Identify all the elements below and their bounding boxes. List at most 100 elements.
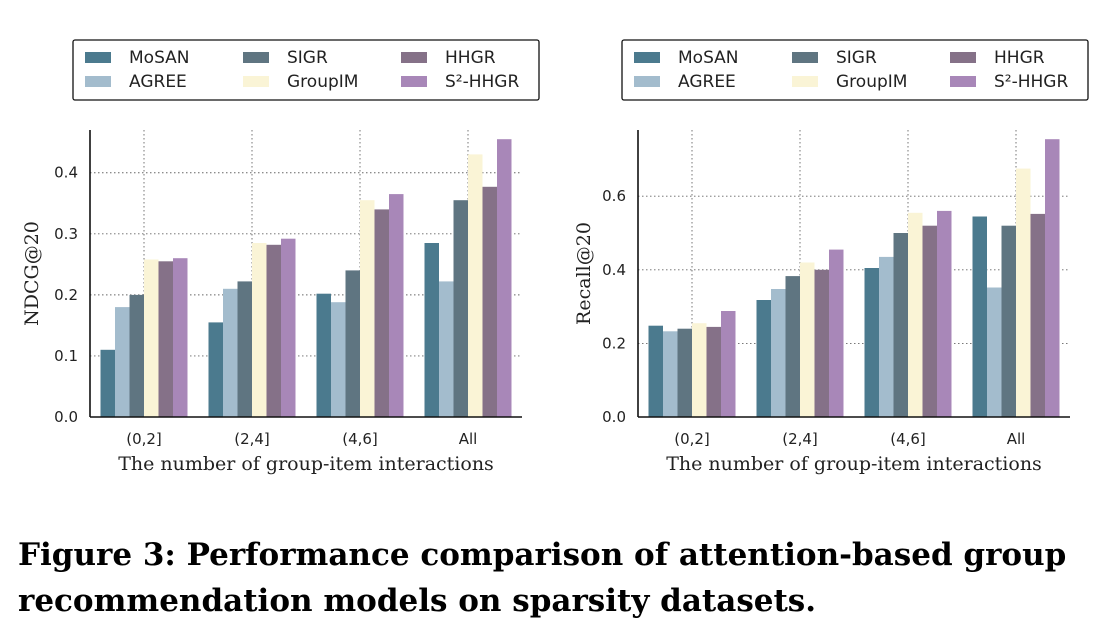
bar-agree-3 <box>439 281 454 417</box>
bar-sigr-3 <box>1001 225 1016 417</box>
bar-mosan-2 <box>864 268 879 417</box>
legend-swatch <box>792 76 818 87</box>
bar-agree-0 <box>663 331 678 417</box>
legend-label: AGREE <box>129 72 187 92</box>
legend-swatch <box>243 76 269 87</box>
legend-swatch <box>792 52 818 63</box>
bar-groupim-3 <box>468 154 483 417</box>
bar-groupim-3 <box>1016 168 1031 417</box>
y-tick-label: 0.0 <box>602 408 626 426</box>
bar-mosan-3 <box>972 216 987 417</box>
bar-mosan-0 <box>648 325 663 417</box>
bar-shhgr-2 <box>937 210 952 417</box>
legend-swatch <box>401 52 427 63</box>
legend-swatch <box>634 52 660 63</box>
bar-shhgr-1 <box>829 249 844 417</box>
y-tick-label: 0.2 <box>602 334 626 352</box>
bar-sigr-3 <box>453 200 468 417</box>
legend-swatch <box>85 52 111 63</box>
legend-label: HHGR <box>994 48 1045 68</box>
bar-hhgr-2 <box>374 209 389 417</box>
y-tick-label: 0.4 <box>602 261 626 279</box>
legend-swatch <box>634 76 660 87</box>
bar-shhgr-1 <box>281 238 296 417</box>
bar-mosan-1 <box>756 300 771 417</box>
bar-mosan-0 <box>100 349 115 417</box>
legend-label: GroupIM <box>836 72 907 92</box>
legend-label: HHGR <box>445 48 496 68</box>
bar-hhgr-1 <box>266 244 281 417</box>
y-axis-label: NDCG@20 <box>21 221 43 326</box>
bar-groupim-1 <box>252 243 267 417</box>
legend-swatch <box>950 52 976 63</box>
bar-agree-3 <box>987 287 1002 417</box>
chart-2: 0.0 0.2 0.4 0.6 (0,2] (2,4] (4,6] All The number… <box>573 39 1089 475</box>
y-tick-label: 0.2 <box>54 286 78 304</box>
bar-sigr-0 <box>677 328 692 417</box>
bar-hhgr-1 <box>814 269 829 417</box>
legend-label: S²-HHGR <box>445 72 519 92</box>
x-tick-label: (2,4] <box>234 430 270 448</box>
bar-mosan-3 <box>424 243 439 417</box>
legend-swatch <box>950 76 976 87</box>
bar-groupim-1 <box>800 262 815 417</box>
y-axis-label: Recall@20 <box>573 222 595 325</box>
legend-label: S²-HHGR <box>994 72 1068 92</box>
bar-agree-0 <box>115 307 130 417</box>
chart-1: 0.0 0.1 0.2 0.3 0.4 (0,2] (2,4] (4,6] All The num… <box>21 39 540 475</box>
bar-sigr-2 <box>893 233 908 417</box>
caption-line-2: recommendation models on sparsity datase… <box>18 583 817 619</box>
x-tick-label: (2,4] <box>782 430 818 448</box>
figure-caption: Figure 3: Performance comparison of atte… <box>18 532 1098 624</box>
legend-label: SIGR <box>836 48 877 68</box>
x-tick-label: (4,6] <box>342 430 378 448</box>
bar-groupim-2 <box>908 212 923 417</box>
x-tick-label: (0,2] <box>674 430 710 448</box>
x-tick-label: (0,2] <box>126 430 162 448</box>
bar-shhgr-0 <box>173 258 188 417</box>
y-tick-label: 0.1 <box>54 347 78 365</box>
bar-hhgr-3 <box>482 186 497 417</box>
bar-groupim-0 <box>144 259 159 417</box>
legend-label: AGREE <box>678 72 736 92</box>
bar-sigr-1 <box>785 276 800 417</box>
bar-shhgr-3 <box>497 139 512 417</box>
legend-label: MoSAN <box>129 48 190 68</box>
legend-swatch <box>401 76 427 87</box>
legend-swatch <box>243 52 269 63</box>
bar-agree-2 <box>879 256 894 417</box>
bar-groupim-2 <box>360 200 375 417</box>
legend-label: MoSAN <box>678 48 739 68</box>
bar-mosan-2 <box>316 293 331 417</box>
bar-hhgr-0 <box>158 261 173 417</box>
y-tick-label: 0.0 <box>54 408 78 426</box>
bar-sigr-0 <box>129 294 144 417</box>
bar-sigr-2 <box>345 270 360 417</box>
legend-label: SIGR <box>287 48 328 68</box>
bar-agree-2 <box>331 302 346 417</box>
bar-agree-1 <box>223 288 238 417</box>
y-tick-label: 0.4 <box>54 164 78 182</box>
bar-groupim-0 <box>692 323 707 417</box>
bar-hhgr-3 <box>1030 213 1045 417</box>
x-tick-label: All <box>1007 430 1026 448</box>
bar-hhgr-0 <box>706 326 721 417</box>
x-axis-label: The number of group-item interactions <box>666 453 1042 475</box>
bar-shhgr-0 <box>721 311 736 417</box>
bar-hhgr-2 <box>922 225 937 417</box>
legend: MoSAN AGREE SIGR GroupIM HHGR S²-HHGR <box>72 39 540 101</box>
caption-line-1: Figure 3: Performance comparison of atte… <box>18 537 1067 573</box>
x-axis-label: The number of group-item interactions <box>118 453 494 475</box>
bar-shhgr-2 <box>389 194 404 417</box>
figure-svg: 0.0 0.1 0.2 0.3 0.4 (0,2] (2,4] (4,6] All The num… <box>21 39 1089 475</box>
y-tick-label: 0.3 <box>54 225 78 243</box>
x-tick-label: All <box>459 430 478 448</box>
bar-mosan-1 <box>208 322 223 417</box>
legend-label: GroupIM <box>287 72 358 92</box>
y-tick-label: 0.6 <box>602 187 626 205</box>
bar-shhgr-3 <box>1045 139 1060 417</box>
legend: MoSAN AGREE SIGR GroupIM HHGR S²-HHGR <box>621 39 1089 101</box>
bar-agree-1 <box>771 289 786 417</box>
x-tick-label: (4,6] <box>890 430 926 448</box>
bar-sigr-1 <box>237 281 252 417</box>
